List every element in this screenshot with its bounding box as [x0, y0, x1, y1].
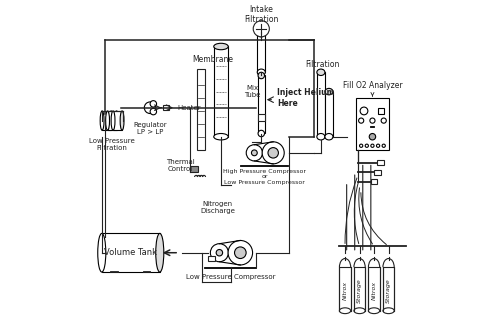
Bar: [258, 75, 264, 134]
Circle shape: [360, 144, 363, 147]
Ellipse shape: [156, 233, 164, 272]
Ellipse shape: [325, 88, 333, 95]
Bar: [356, 98, 390, 150]
Ellipse shape: [120, 111, 124, 130]
Circle shape: [144, 102, 156, 113]
Text: Filtration: Filtration: [306, 60, 340, 69]
Bar: [374, 170, 380, 175]
Ellipse shape: [114, 111, 118, 130]
Circle shape: [268, 148, 278, 158]
Bar: [208, 256, 214, 261]
Ellipse shape: [98, 233, 106, 272]
Text: High Pressure Compressor
or
Low Pressure Compressor: High Pressure Compressor or Low Pressure…: [223, 169, 306, 185]
Circle shape: [228, 240, 252, 265]
Circle shape: [234, 247, 246, 258]
Text: Membrane: Membrane: [192, 55, 234, 64]
Bar: [164, 106, 169, 110]
Bar: [197, 69, 205, 150]
Circle shape: [210, 244, 228, 262]
Ellipse shape: [368, 308, 380, 314]
Bar: [108, 111, 116, 130]
Ellipse shape: [258, 130, 264, 137]
Circle shape: [253, 21, 270, 37]
Circle shape: [262, 142, 284, 164]
Bar: [258, 114, 264, 121]
Circle shape: [371, 144, 374, 147]
Circle shape: [382, 144, 386, 147]
Ellipse shape: [109, 111, 113, 130]
Bar: [325, 92, 333, 137]
Circle shape: [360, 107, 368, 115]
Ellipse shape: [325, 134, 333, 140]
Ellipse shape: [257, 69, 266, 75]
Bar: [317, 72, 325, 137]
Ellipse shape: [111, 111, 115, 130]
Ellipse shape: [340, 308, 350, 314]
Text: Storage: Storage: [386, 278, 391, 303]
Bar: [378, 160, 384, 165]
Ellipse shape: [317, 69, 325, 75]
Text: Low Pressure
Filtration: Low Pressure Filtration: [88, 138, 134, 151]
Ellipse shape: [106, 111, 110, 130]
Text: Thermal
Control: Thermal Control: [166, 159, 195, 172]
Ellipse shape: [214, 134, 228, 140]
Circle shape: [376, 144, 380, 147]
Bar: [368, 267, 380, 311]
Text: Mix
Tube: Mix Tube: [244, 85, 260, 98]
Ellipse shape: [257, 31, 266, 37]
Bar: [113, 111, 122, 130]
Bar: [102, 111, 111, 130]
Circle shape: [150, 101, 156, 107]
Bar: [214, 46, 228, 137]
Circle shape: [216, 250, 222, 256]
Circle shape: [246, 145, 262, 161]
Circle shape: [358, 118, 364, 123]
Bar: [102, 233, 160, 272]
Bar: [378, 108, 384, 114]
Ellipse shape: [258, 72, 264, 79]
Circle shape: [252, 150, 257, 156]
Bar: [340, 267, 350, 311]
Circle shape: [365, 144, 368, 147]
Circle shape: [381, 118, 386, 123]
Text: Nitrox: Nitrox: [342, 281, 347, 300]
Text: Storage: Storage: [357, 278, 362, 303]
Text: Nitrox: Nitrox: [372, 281, 376, 300]
Ellipse shape: [383, 308, 394, 314]
Ellipse shape: [317, 134, 325, 140]
Ellipse shape: [100, 111, 104, 130]
Bar: [190, 166, 198, 172]
Text: Nitrogen
Discharge: Nitrogen Discharge: [200, 201, 235, 214]
Circle shape: [370, 118, 375, 123]
Text: Inject Helium
Here: Inject Helium Here: [278, 88, 335, 108]
Text: Volume Tank: Volume Tank: [104, 248, 158, 257]
Ellipse shape: [214, 43, 228, 50]
Circle shape: [150, 108, 156, 115]
Text: Heater: Heater: [177, 105, 201, 111]
Bar: [257, 33, 266, 72]
Bar: [354, 267, 365, 311]
Text: Low Pressure Compressor: Low Pressure Compressor: [186, 274, 276, 280]
Bar: [383, 267, 394, 311]
Circle shape: [369, 134, 376, 140]
Bar: [371, 179, 378, 184]
Text: Regulator
LP > LP: Regulator LP > LP: [134, 122, 167, 135]
Ellipse shape: [354, 308, 365, 314]
Text: Fill O2 Analyzer: Fill O2 Analyzer: [342, 81, 402, 96]
Text: Intake
Filtration: Intake Filtration: [244, 5, 278, 24]
